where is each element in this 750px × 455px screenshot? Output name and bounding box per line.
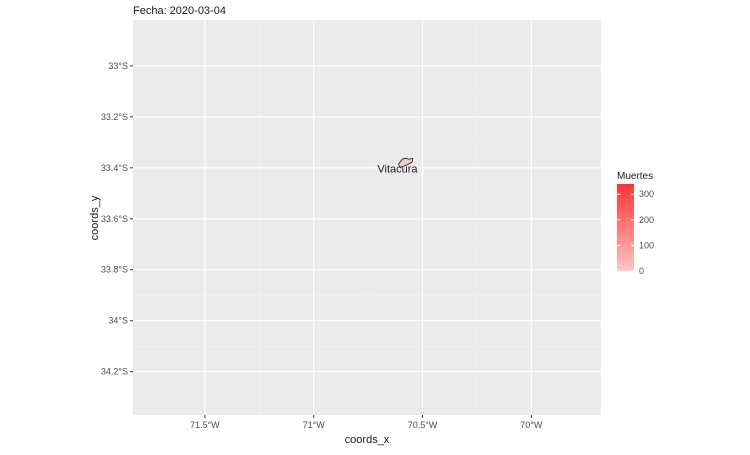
plot-panel [133,20,601,415]
region-label: Vitacura [377,163,418,175]
x-tick-label: 71°W [303,420,326,430]
x-axis-title: coords_x [345,434,390,446]
x-axis: 71.5°W 71°W 70.5°W 70°W [190,415,543,430]
color-legend: Muertes 0 100 200 300 [617,171,654,276]
y-tick-label: 33.4°S [101,163,128,173]
y-tick-label: 33.6°S [101,214,128,224]
y-axis-title: coords_y [89,195,101,240]
y-tick-label: 33°S [108,61,128,71]
y-tick-label: 33.2°S [101,112,128,122]
x-tick-label: 71.5°W [190,420,220,430]
legend-tick-label: 300 [639,189,654,199]
legend-tick-label: 200 [639,215,654,225]
legend-title: Muertes [617,171,653,182]
x-tick-label: 70°W [520,420,543,430]
y-tick-label: 34.2°S [101,367,128,377]
region-vitacura [398,157,414,168]
x-tick-label: 70.5°W [408,420,438,430]
legend-tick-label: 0 [639,266,644,276]
grid-lines [133,20,601,415]
plot-title: Fecha: 2020-03-04 [133,5,226,17]
legend-ticks: 0 100 200 300 [617,189,654,276]
legend-colorbar [617,184,634,271]
y-tick-label: 34°S [108,316,128,326]
y-tick-label: 33.8°S [101,265,128,275]
legend-tick-label: 100 [639,240,654,250]
y-axis: 33°S 33.2°S 33.4°S 33.6°S 33.8°S 34°S 34.2°S [101,61,133,377]
regions-layer: Vitacura [377,157,418,175]
